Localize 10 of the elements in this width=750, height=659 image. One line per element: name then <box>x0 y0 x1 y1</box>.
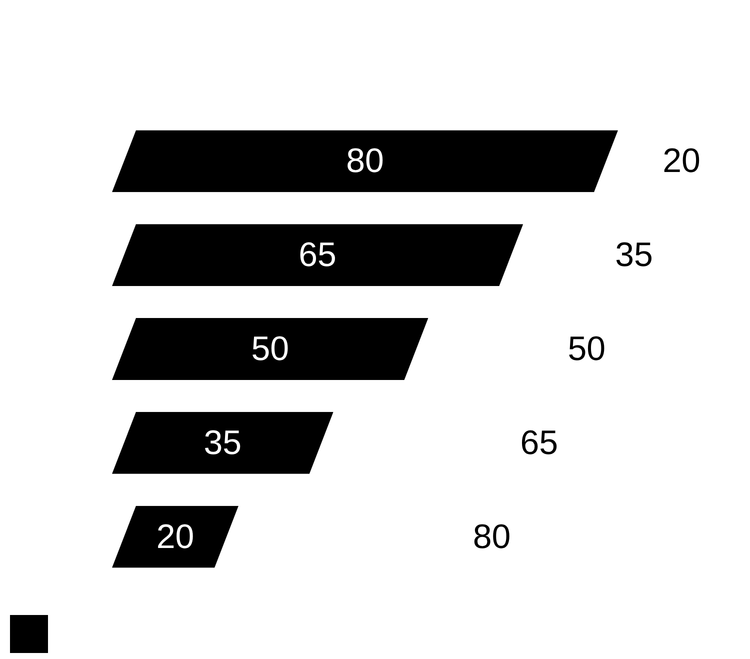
annotation: 65 <box>520 424 558 462</box>
text: 20 <box>662 142 700 180</box>
annotation: 80 <box>472 518 511 556</box>
annotation: 50 <box>568 330 606 368</box>
data-label: 50 <box>251 330 290 368</box>
data-label: 65 <box>298 236 336 274</box>
annotation: 35 <box>615 236 653 274</box>
data-label: 20 <box>156 518 194 556</box>
data-label: 35 <box>204 424 242 462</box>
data-label: 80 <box>346 142 384 180</box>
